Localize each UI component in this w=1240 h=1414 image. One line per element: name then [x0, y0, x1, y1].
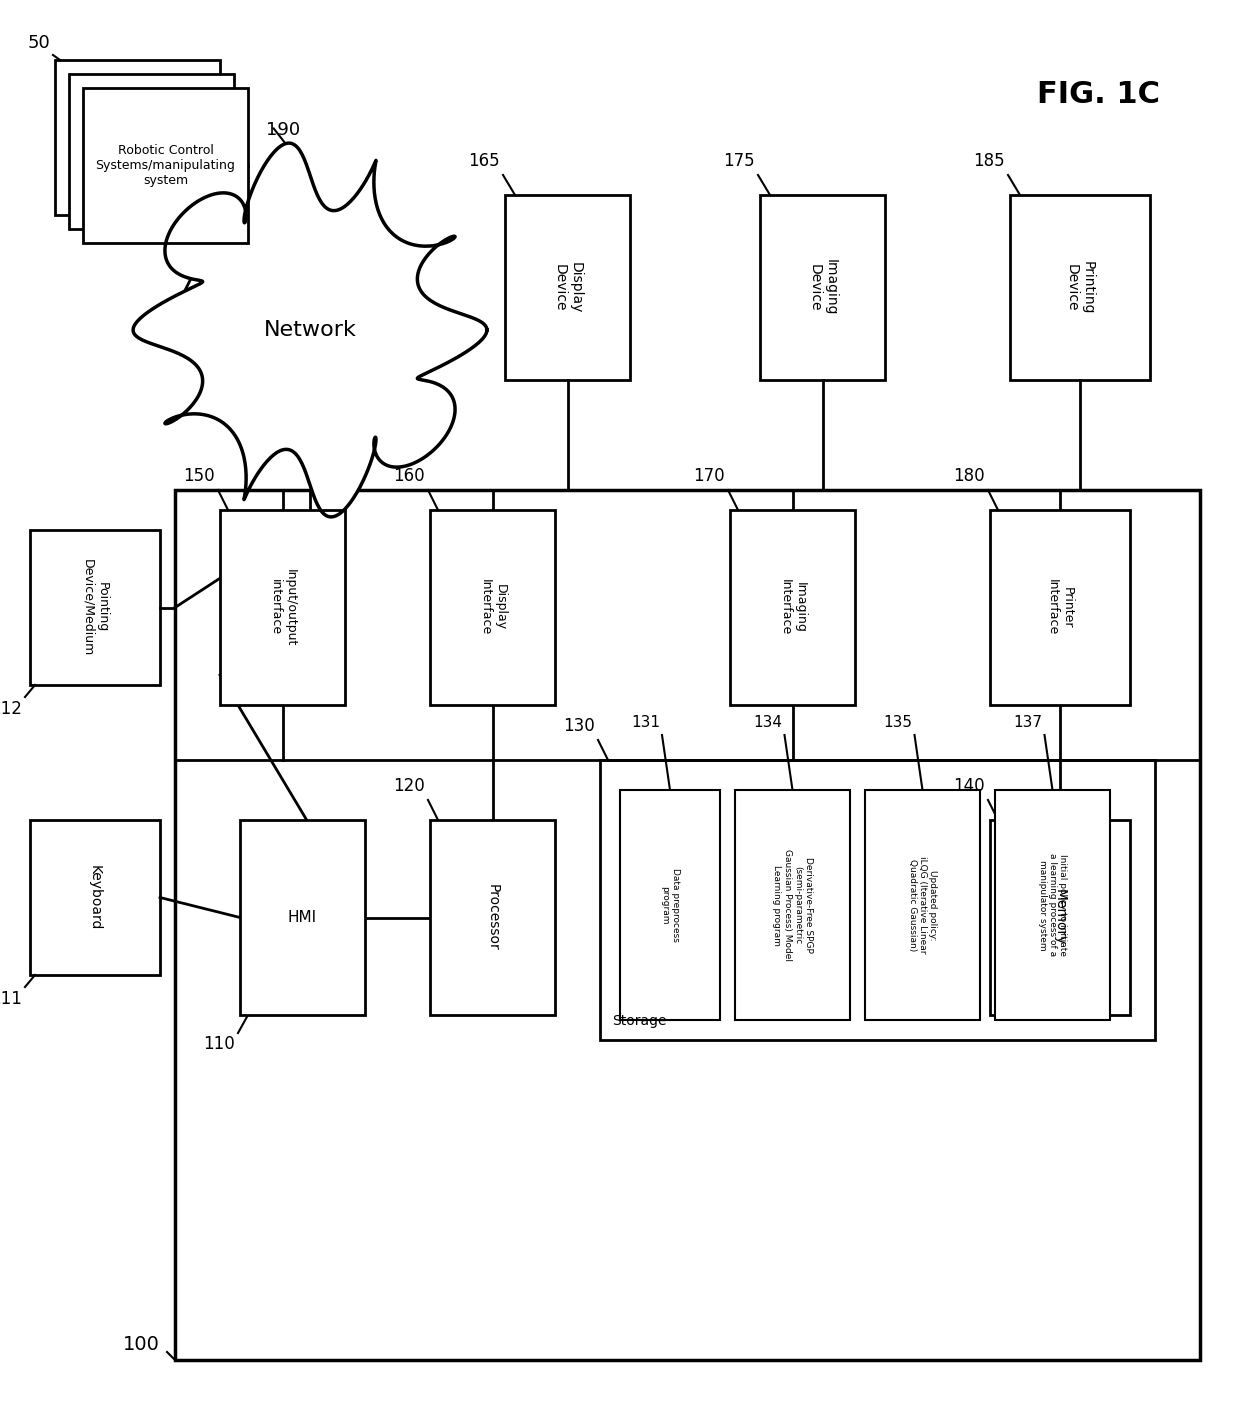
Text: 165: 165 — [469, 151, 500, 170]
Text: 50: 50 — [27, 34, 50, 52]
Text: 170: 170 — [693, 467, 725, 485]
Text: Imaging
Interface: Imaging Interface — [779, 580, 806, 636]
Text: Processor: Processor — [486, 884, 500, 950]
FancyBboxPatch shape — [69, 74, 234, 229]
FancyBboxPatch shape — [83, 88, 248, 243]
FancyBboxPatch shape — [990, 510, 1130, 706]
Text: 137: 137 — [1013, 715, 1043, 730]
Text: Data preprocess
program: Data preprocess program — [660, 868, 680, 942]
Text: Network: Network — [264, 320, 356, 339]
Text: 150: 150 — [184, 467, 215, 485]
FancyBboxPatch shape — [219, 510, 345, 706]
FancyBboxPatch shape — [430, 820, 556, 1015]
FancyBboxPatch shape — [990, 820, 1130, 1015]
Text: 185: 185 — [973, 151, 1004, 170]
Text: Updated policy:
iLQG (Iterative Linear
Quadratic Gaussian): Updated policy: iLQG (Iterative Linear Q… — [908, 857, 937, 954]
Text: Printing
Device: Printing Device — [1065, 260, 1095, 314]
FancyBboxPatch shape — [505, 195, 630, 380]
Text: HMI: HMI — [288, 911, 317, 925]
Text: 160: 160 — [393, 467, 425, 485]
Text: 140: 140 — [954, 778, 985, 795]
FancyBboxPatch shape — [55, 59, 219, 215]
FancyBboxPatch shape — [30, 820, 160, 976]
FancyBboxPatch shape — [175, 491, 1200, 1360]
Text: 120: 120 — [393, 778, 425, 795]
Text: Display
Device: Display Device — [552, 262, 583, 312]
FancyBboxPatch shape — [994, 790, 1110, 1019]
Text: 180: 180 — [954, 467, 985, 485]
Text: FIG. 1C: FIG. 1C — [1037, 81, 1159, 109]
Text: Memory: Memory — [1053, 889, 1066, 946]
Text: Derivative-Free SPGP
(semi-parametric
Gaussian Process) Model
Learning program: Derivative-Free SPGP (semi-parametric Ga… — [773, 848, 812, 962]
FancyBboxPatch shape — [30, 530, 160, 684]
Text: Robotic Control
Systems/manipulating
system: Robotic Control Systems/manipulating sys… — [95, 144, 236, 187]
FancyBboxPatch shape — [735, 790, 849, 1019]
Text: 134: 134 — [754, 715, 782, 730]
Text: Keyboard: Keyboard — [88, 865, 102, 930]
Text: Display
Interface: Display Interface — [479, 580, 506, 636]
Text: 175: 175 — [723, 151, 755, 170]
Text: 112: 112 — [0, 700, 22, 718]
Polygon shape — [133, 143, 487, 518]
Text: 111: 111 — [0, 990, 22, 1008]
FancyBboxPatch shape — [760, 195, 885, 380]
Text: Imaging
Device: Imaging Device — [807, 259, 837, 315]
Text: Pointing
Device/Medium: Pointing Device/Medium — [81, 559, 109, 656]
FancyBboxPatch shape — [730, 510, 856, 706]
Text: Initial policy to initiate
a learning process of a
manipulator system: Initial policy to initiate a learning pr… — [1038, 854, 1068, 956]
FancyBboxPatch shape — [600, 759, 1154, 1041]
FancyBboxPatch shape — [866, 790, 980, 1019]
Text: Storage: Storage — [613, 1014, 667, 1028]
Text: 135: 135 — [883, 715, 913, 730]
Text: 131: 131 — [631, 715, 660, 730]
Text: 110: 110 — [203, 1035, 236, 1053]
Text: Printer
Interface: Printer Interface — [1047, 580, 1074, 636]
Text: 100: 100 — [123, 1335, 160, 1355]
FancyBboxPatch shape — [620, 790, 720, 1019]
FancyBboxPatch shape — [430, 510, 556, 706]
Text: Input/output
interface: Input/output interface — [269, 568, 296, 646]
Text: 190: 190 — [267, 120, 300, 139]
FancyBboxPatch shape — [1011, 195, 1149, 380]
FancyBboxPatch shape — [241, 820, 365, 1015]
Text: 130: 130 — [563, 717, 595, 735]
